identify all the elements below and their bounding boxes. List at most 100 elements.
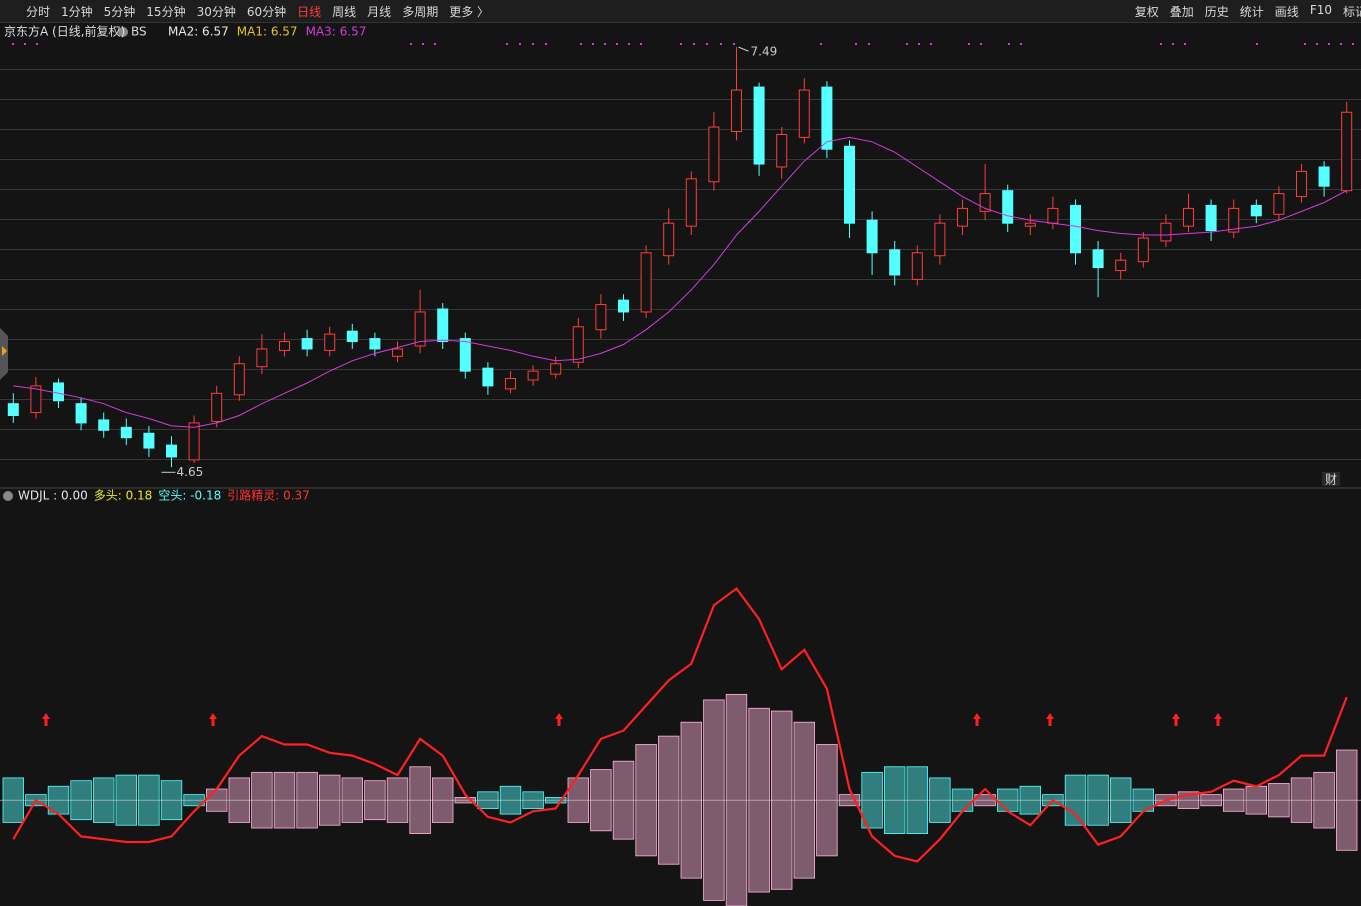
bs-dot bbox=[980, 43, 982, 45]
toolbar: 分时 1分钟 5分钟 15分钟 30分钟 60分钟 日线 周线 月线 多周期 更多 〉 复权 叠加 历史… bbox=[0, 0, 1361, 23]
bs-dot bbox=[36, 43, 38, 45]
tag-box bbox=[1322, 472, 1340, 486]
buy-arrow bbox=[1172, 713, 1180, 726]
bs-dot bbox=[434, 43, 436, 45]
candle-body bbox=[1002, 190, 1014, 224]
bs-dot bbox=[720, 43, 722, 45]
candle-body bbox=[188, 422, 200, 461]
toolbar-button[interactable]: 周线 bbox=[332, 4, 357, 19]
buy-arrow bbox=[209, 713, 217, 726]
candle-body bbox=[256, 348, 268, 368]
toolbar-button[interactable]: 画线 bbox=[1274, 4, 1299, 19]
candle-body bbox=[143, 432, 155, 449]
candle-body bbox=[482, 367, 494, 387]
candle-body bbox=[414, 311, 426, 347]
signal-label: BS bbox=[131, 25, 147, 39]
toolbar-button[interactable]: 30分钟 bbox=[196, 4, 236, 19]
bs-dot bbox=[1328, 43, 1330, 45]
toolbar-button[interactable]: 标记 bbox=[1342, 4, 1361, 19]
candle-body bbox=[53, 382, 64, 402]
bs-dot bbox=[1304, 43, 1306, 45]
bs-dot bbox=[628, 43, 630, 45]
toolbar-button[interactable]: 日线 bbox=[297, 4, 322, 19]
candle-body bbox=[572, 326, 584, 363]
candle-body bbox=[1228, 207, 1240, 233]
bs-dot bbox=[519, 43, 521, 45]
candle-body bbox=[821, 86, 833, 150]
candle-body bbox=[1273, 193, 1285, 215]
high-label: 7.49 bbox=[751, 45, 778, 59]
candle-body bbox=[505, 378, 516, 390]
annotation-arrow bbox=[738, 46, 749, 52]
toolbar-button[interactable]: 统计 bbox=[1239, 4, 1264, 19]
toolbar-button[interactable]: 月线 bbox=[367, 4, 392, 19]
candle-body bbox=[301, 338, 313, 350]
buy-arrow bbox=[42, 713, 50, 726]
buy-arrow bbox=[555, 713, 563, 726]
candle-body bbox=[1250, 204, 1262, 217]
candle-body bbox=[731, 89, 742, 132]
candle-body bbox=[866, 219, 878, 254]
candle-body bbox=[911, 252, 923, 280]
settings-icon[interactable] bbox=[118, 27, 128, 37]
candle-body bbox=[640, 252, 652, 313]
toolbar-button[interactable]: 分时 bbox=[26, 4, 51, 19]
candle-body bbox=[527, 370, 539, 381]
candle-body bbox=[685, 178, 697, 227]
bs-dot bbox=[1316, 43, 1318, 45]
bs-dot bbox=[968, 43, 970, 45]
candle-body bbox=[1092, 249, 1104, 269]
candle-body bbox=[550, 363, 562, 375]
legend-item: MA2: 6.57 bbox=[168, 25, 229, 39]
indicator-legend: 引路精灵: 0.37 bbox=[227, 488, 310, 503]
candle-body bbox=[437, 308, 449, 343]
indicator-icon[interactable] bbox=[3, 491, 13, 501]
toolbar-button[interactable]: F10 bbox=[1309, 2, 1332, 17]
toolbar-button[interactable]: 历史 bbox=[1204, 4, 1229, 19]
bs-dot bbox=[930, 43, 932, 45]
candle-body bbox=[1047, 207, 1059, 224]
bs-dot bbox=[1020, 43, 1022, 45]
candle-body bbox=[7, 403, 19, 417]
toolbar-button[interactable]: 多周期 bbox=[402, 4, 439, 19]
indicator-legend: 空头: -0.18 bbox=[158, 489, 221, 503]
candle-body bbox=[98, 419, 110, 431]
toolbar-button[interactable]: 1分钟 bbox=[61, 4, 93, 19]
bs-dot bbox=[680, 43, 682, 45]
bs-dot bbox=[24, 43, 26, 45]
toolbar-button[interactable]: 5分钟 bbox=[103, 4, 136, 19]
bs-dot bbox=[410, 43, 412, 45]
bs-dot bbox=[616, 43, 618, 45]
bs-dot bbox=[1008, 43, 1010, 45]
bs-dot bbox=[592, 43, 594, 45]
bs-dot bbox=[12, 43, 14, 45]
candle-body bbox=[279, 341, 290, 351]
candle-body bbox=[618, 299, 629, 313]
low-label: 4.65 bbox=[177, 465, 204, 479]
bs-dot bbox=[1352, 43, 1354, 45]
candle-body bbox=[663, 222, 675, 257]
bs-dot bbox=[1340, 43, 1342, 45]
candle-body bbox=[1115, 259, 1127, 272]
toolbar-button[interactable]: 复权 bbox=[1134, 4, 1159, 19]
bs-dot bbox=[640, 43, 642, 45]
legend-item: MA3: 6.57 bbox=[306, 25, 367, 39]
candle-body bbox=[753, 86, 765, 165]
toolbar-button[interactable]: 更多 〉 bbox=[449, 4, 490, 19]
toolbar-button[interactable]: 叠加 bbox=[1169, 4, 1194, 19]
candle-body bbox=[934, 222, 946, 257]
candle-body bbox=[1183, 207, 1194, 227]
candle-body bbox=[1137, 237, 1149, 263]
grid-pattern bbox=[0, 40, 1361, 486]
candle-body bbox=[979, 193, 991, 212]
candle-body bbox=[346, 330, 358, 343]
candle-body bbox=[957, 207, 968, 227]
candle-body bbox=[1318, 166, 1330, 187]
indicator-legend: 多头: 0.18 bbox=[94, 489, 153, 503]
toolbar-button[interactable]: 60分钟 bbox=[246, 4, 287, 19]
toolbar-button[interactable]: 15分钟 bbox=[146, 4, 186, 19]
bs-dot bbox=[918, 43, 920, 45]
candle-body bbox=[776, 133, 788, 168]
